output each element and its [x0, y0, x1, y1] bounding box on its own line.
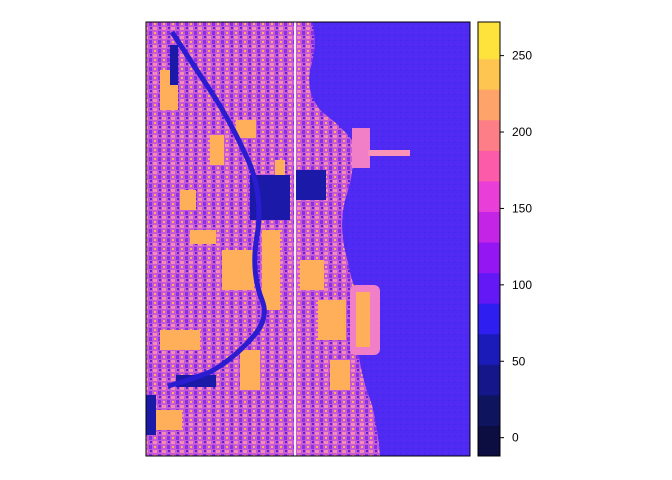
- colorbar: [478, 22, 500, 457]
- colorbar-bin: [478, 242, 500, 274]
- colorbar-bin: [478, 22, 500, 60]
- colorbar-bin: [478, 58, 500, 90]
- colorbar-tick-label: 0: [512, 431, 519, 445]
- colorbar-tick-label: 100: [512, 278, 532, 292]
- colorbar-tick-label: 250: [512, 49, 532, 63]
- street-line: [294, 22, 296, 456]
- colorbar-tick-label: 200: [512, 125, 532, 139]
- raster-image: [146, 22, 470, 456]
- colorbar-bin: [478, 425, 500, 457]
- colorbar-bin: [478, 303, 500, 335]
- colorbar-bin: [478, 272, 500, 304]
- raster-frame: [145, 21, 471, 457]
- colorbar-frame: [477, 21, 501, 457]
- colorbar-ticks: 0 50 100 150 200 250: [500, 49, 532, 445]
- colorbar-bin: [478, 211, 500, 243]
- colorbar-bin: [478, 89, 500, 121]
- colorbar-tick-label: 150: [512, 201, 532, 215]
- colorbar-bin: [478, 333, 500, 365]
- colorbar-bin: [478, 150, 500, 182]
- colorbar-bin: [478, 364, 500, 396]
- piers: [350, 128, 410, 355]
- colorbar-bin: [478, 180, 500, 212]
- bright-blocks: [152, 70, 350, 430]
- colorbar-bin: [478, 119, 500, 151]
- colorbar-bin: [478, 394, 500, 426]
- colorbar-tick-label: 50: [512, 354, 526, 368]
- river: [167, 30, 267, 389]
